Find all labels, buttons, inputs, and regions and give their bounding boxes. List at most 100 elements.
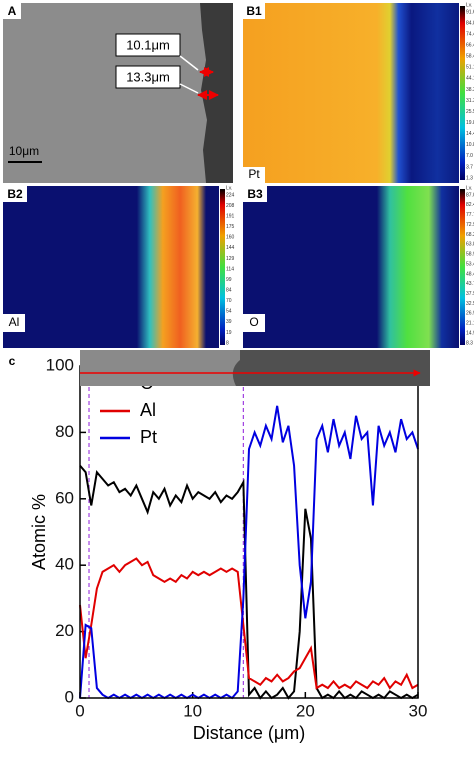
scale-bar-label: 10μm bbox=[9, 144, 39, 158]
colorbar-label: 129 bbox=[226, 256, 235, 262]
colorbar-label: 19 bbox=[226, 330, 232, 336]
colorbar-title: Lv. bbox=[466, 2, 472, 8]
colorbar-label: 51.1 bbox=[466, 65, 474, 71]
colorbar-label: 99 bbox=[226, 277, 232, 283]
colorbar-label: 114 bbox=[226, 266, 234, 272]
colorbar-label: 43.7 bbox=[466, 281, 474, 287]
label-box bbox=[243, 167, 265, 183]
x-tick-label: 10 bbox=[183, 701, 202, 720]
colorbar-label: 54 bbox=[226, 309, 232, 315]
y-tick-label: 80 bbox=[55, 422, 74, 441]
panel-label: c bbox=[9, 354, 16, 368]
colorbar-label: 19.8 bbox=[466, 120, 474, 126]
element-label: Al bbox=[9, 315, 20, 329]
colorbar bbox=[220, 189, 225, 345]
colorbar-label: 58.4 bbox=[466, 54, 474, 60]
colorbar-label: 1.3 bbox=[466, 175, 473, 181]
x-axis-title: Distance (μm) bbox=[193, 723, 305, 743]
plot-frame bbox=[79, 365, 419, 699]
colorbar-label: 144 bbox=[226, 245, 235, 251]
legend-label: Pt bbox=[140, 427, 157, 447]
colorbar-label: 208 bbox=[226, 203, 235, 209]
oxide-layer bbox=[200, 3, 233, 183]
series-line bbox=[79, 464, 419, 700]
label-box bbox=[3, 314, 25, 332]
colorbar bbox=[460, 6, 465, 180]
colorbar-label: 3.7 bbox=[466, 164, 473, 170]
colorbar-title: Lv. bbox=[226, 185, 232, 191]
y-tick-label: 40 bbox=[55, 555, 74, 574]
colorbar-label: 8.3 bbox=[466, 340, 473, 346]
colorbar-label: 58.9 bbox=[466, 252, 474, 258]
panel-label: B1 bbox=[246, 4, 262, 18]
colorbar-label: 8 bbox=[226, 340, 229, 346]
annotation-box bbox=[115, 33, 181, 57]
colorbar-label: 84 bbox=[226, 287, 232, 293]
colorbar bbox=[460, 189, 465, 345]
colorbar-label: 224 bbox=[226, 192, 235, 198]
colorbar-label: 191 bbox=[226, 213, 235, 219]
y-tick-label: 0 bbox=[65, 687, 74, 706]
colorbar-label: 26.9 bbox=[466, 311, 474, 317]
colorbar-label: 31.3 bbox=[466, 98, 474, 104]
legend-label: Al bbox=[140, 400, 156, 420]
colorbar-label: 84.8 bbox=[466, 20, 474, 26]
colorbar-label: 72.9 bbox=[466, 222, 474, 228]
label-box bbox=[3, 186, 27, 202]
y-tick-label: 60 bbox=[55, 488, 74, 507]
colorbar-label: 175 bbox=[226, 224, 235, 230]
pointer bbox=[179, 83, 199, 94]
colorbar-label: 160 bbox=[226, 235, 235, 241]
colorbar-label: 66.4 bbox=[466, 43, 474, 49]
map-image bbox=[243, 186, 459, 348]
annotation-box bbox=[115, 65, 181, 89]
colorbar-label: 74.4 bbox=[466, 31, 474, 37]
element-label: Pt bbox=[248, 167, 260, 181]
label-box bbox=[243, 314, 265, 332]
pointer bbox=[179, 55, 199, 71]
colorbar-title: Lv. bbox=[466, 185, 472, 191]
colorbar-label: 39 bbox=[226, 319, 232, 325]
sem-image bbox=[3, 3, 233, 183]
colorbar-label: 63.8 bbox=[466, 242, 474, 248]
map-image bbox=[3, 186, 219, 348]
annotation: 10.1μm bbox=[126, 37, 170, 52]
colorbar-label: 48.4 bbox=[466, 271, 474, 277]
colorbar-label: 10.8 bbox=[466, 142, 474, 148]
colorbar-label: 68.2 bbox=[466, 232, 474, 238]
colorbar-label: 14.4 bbox=[466, 131, 474, 137]
colorbar-label: 7.0 bbox=[466, 153, 473, 159]
plot: 0 20 40 60 80 100 0 10 20 30 Distance (μm) Atomic %… bbox=[29, 355, 428, 742]
x-tick-label: 20 bbox=[296, 701, 315, 720]
colorbar-label: 82.4 bbox=[466, 202, 474, 208]
colorbar-label: 91.6 bbox=[466, 9, 474, 15]
y-tick-label: 100 bbox=[46, 355, 74, 374]
colorbar-label: 70 bbox=[226, 298, 232, 304]
panel-label: A bbox=[8, 4, 17, 18]
colorbar-label: 77.7 bbox=[466, 212, 474, 218]
colorbar-label: 32.5 bbox=[466, 301, 474, 307]
annotation: 13.3μm bbox=[126, 69, 170, 84]
colorbar-label: 21.1 bbox=[466, 321, 474, 327]
colorbar-label: 14.9 bbox=[466, 330, 474, 336]
colorbar-label: 87.0 bbox=[466, 192, 474, 198]
element-label: O bbox=[249, 315, 258, 329]
label-box bbox=[243, 186, 267, 202]
series-line bbox=[79, 405, 419, 700]
panel-label: B3 bbox=[247, 187, 263, 201]
colorbar-label: 38.3 bbox=[466, 87, 474, 93]
colorbar-label: 44.1 bbox=[466, 76, 474, 82]
label-box bbox=[243, 3, 265, 19]
x-tick-label: 30 bbox=[409, 701, 428, 720]
colorbar-label: 37.9 bbox=[466, 291, 474, 297]
y-tick-label: 20 bbox=[55, 621, 74, 640]
colorbar-label: 53.4 bbox=[466, 261, 474, 267]
series-line bbox=[79, 557, 419, 690]
panel-label: B2 bbox=[7, 187, 23, 201]
y-axis-title: Atomic % bbox=[29, 494, 49, 570]
x-tick-label: 0 bbox=[75, 701, 84, 720]
oxide-region bbox=[232, 350, 430, 386]
map-image bbox=[243, 3, 459, 183]
label-box bbox=[3, 3, 21, 19]
